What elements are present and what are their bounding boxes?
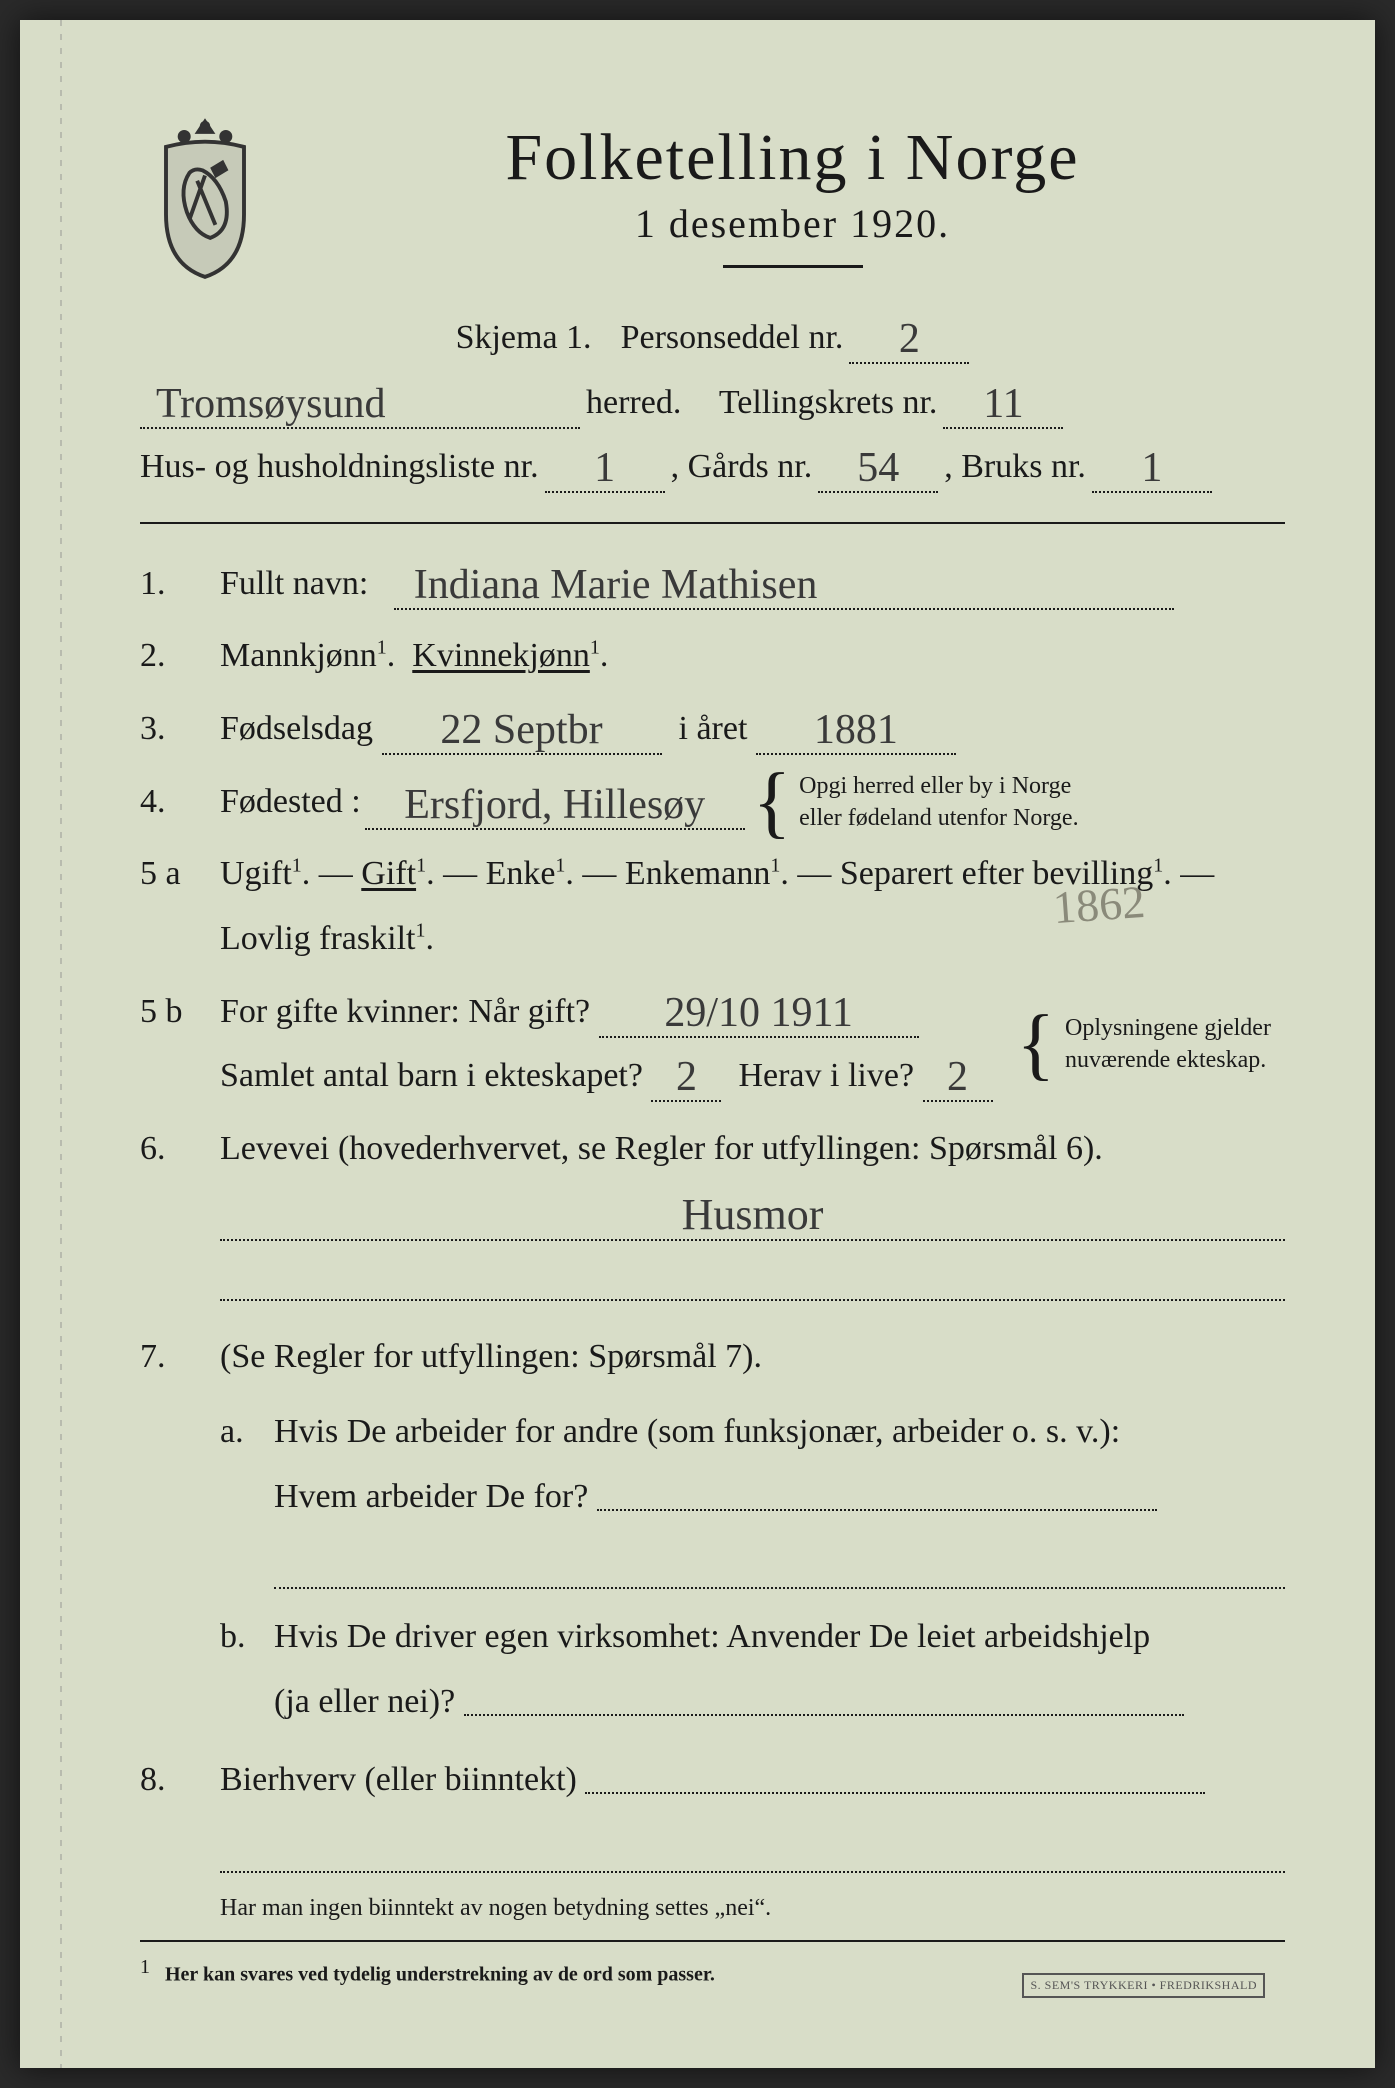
- brace-icon: {: [1017, 1012, 1055, 1076]
- herred-line: Tromsøysund herred. Tellingskrets nr. 11: [140, 371, 1285, 436]
- q6-value: Husmor: [220, 1191, 1285, 1241]
- coat-of-arms-icon: [140, 110, 270, 280]
- q7a-num: a.: [220, 1400, 256, 1595]
- q6-label: Levevei (hovederhvervet, se Regler for u…: [220, 1130, 1103, 1167]
- q4-label: Fødested :: [220, 770, 361, 835]
- q4-sidenote: Opgi herred eller by i Norge eller fødel…: [799, 770, 1119, 835]
- ids-line: Hus- og husholdningsliste nr. 1 , Gårds …: [140, 435, 1285, 500]
- q5a-option: Enke: [486, 855, 556, 892]
- q3-num: 3.: [140, 710, 200, 748]
- tellingskrets-label: Tellingskrets nr.: [719, 371, 938, 436]
- q6-row: 6. Levevei (hovederhvervet, se Regler fo…: [140, 1117, 1285, 1308]
- schema-line: Skjema 1. Personseddel nr. 2: [140, 306, 1285, 371]
- q1-num: 1.: [140, 565, 200, 603]
- q7b-text1: Hvis De driver egen virksomhet: Anvender…: [274, 1605, 1285, 1670]
- q7a-blank2: [274, 1539, 1285, 1589]
- footnote-rule: [140, 1940, 1285, 1942]
- q5b-sidenote: Oplysningene gjelder nuværende ekteskap.: [1065, 1012, 1285, 1077]
- hus-nr: 1: [545, 445, 665, 493]
- q3-label: Fødselsdag: [220, 710, 373, 747]
- q8-num: 8.: [140, 1761, 200, 1799]
- q5a-num: 5 a: [140, 855, 200, 893]
- bruks-label: , Bruks nr.: [944, 435, 1086, 500]
- q8-blank2: [220, 1823, 1285, 1873]
- q7b-text2: (ja eller nei)?: [274, 1683, 455, 1720]
- q5b-row: 5 b For gifte kvinner: Når gift? 29/10 1…: [140, 980, 1285, 1109]
- census-form-page: Folketelling i Norge 1 desember 1920. Sk…: [20, 20, 1375, 2068]
- gards-label: , Gårds nr.: [671, 435, 813, 500]
- personseddel-nr: 2: [849, 316, 969, 364]
- q1-value: Indiana Marie Mathisen: [394, 562, 1174, 610]
- q2-row: 2. Mannkjønn1. Kvinnekjønn1.: [140, 624, 1285, 689]
- q3-year: 1881: [756, 707, 956, 755]
- q7-intro: (Se Regler for utfyllingen: Spørsmål 7).: [220, 1325, 1285, 1390]
- q5a-option: Gift: [361, 855, 416, 892]
- q5b-label1: For gifte kvinner: Når gift?: [220, 993, 590, 1030]
- q7b-num: b.: [220, 1605, 256, 1734]
- skjema-label: Skjema 1.: [456, 306, 592, 371]
- q4-row: 4. Fødested : Ersfjord, Hillesøy { Opgi …: [140, 770, 1285, 835]
- q8-label: Bierhverv (eller biinntekt): [220, 1761, 577, 1798]
- q3-day: 22 Septbr: [382, 707, 662, 755]
- q8-row: 8. Bierhverv (eller biinntekt): [140, 1748, 1285, 1879]
- q2-female: Kvinnekjønn: [412, 637, 590, 674]
- q5b-num: 5 b: [140, 993, 200, 1031]
- q3-year-label: i året: [679, 710, 748, 747]
- q4-num: 4.: [140, 783, 200, 821]
- page-subtitle: 1 desember 1920.: [300, 200, 1285, 247]
- q7a-text1: Hvis De arbeider for andre (som funksjon…: [274, 1400, 1285, 1465]
- q7a-text2: Hvem arbeider De for?: [274, 1478, 588, 1515]
- q7a-blank: [597, 1509, 1157, 1511]
- q3-row: 3. Fødselsdag 22 Septbr i året 1881: [140, 697, 1285, 762]
- personseddel-label: Personseddel nr.: [621, 306, 844, 371]
- herred-label: herred.: [586, 371, 681, 436]
- q5a-row: 5 a Ugift1. — Gift1. — Enke1. — Enkemann…: [140, 842, 1285, 971]
- q5a-option: Enkemann: [625, 855, 770, 892]
- hus-label: Hus- og husholdningsliste nr.: [140, 435, 539, 500]
- faint-annotation: 1862: [1051, 875, 1146, 934]
- q7-num: 7.: [140, 1338, 200, 1376]
- q1-row: 1. Fullt navn: Indiana Marie Mathisen: [140, 552, 1285, 617]
- q6-num: 6.: [140, 1130, 200, 1168]
- q5b-label2: Samlet antal barn i ekteskapet?: [220, 1057, 643, 1094]
- tellingskrets-nr: 11: [943, 381, 1063, 429]
- herred-value: Tromsøysund: [140, 381, 580, 429]
- separator-rule: [140, 522, 1285, 524]
- header: Folketelling i Norge 1 desember 1920.: [140, 90, 1285, 296]
- q5b-val1: 29/10 1911: [599, 990, 919, 1038]
- q5b-val2b: 2: [923, 1054, 993, 1102]
- q8-blank: [585, 1792, 1205, 1794]
- q7b-blank: [464, 1714, 1184, 1716]
- title-rule: [723, 265, 863, 268]
- q2-num: 2.: [140, 637, 200, 675]
- q1-label: Fullt navn:: [220, 565, 368, 602]
- printer-stamp: S. SEM'S TRYKKERI • FREDRIKSHALD: [1022, 1973, 1265, 1998]
- bruks-nr: 1: [1092, 445, 1212, 493]
- q5b-label2b: Herav i live?: [738, 1057, 914, 1094]
- q4-value: Ersfjord, Hillesøy: [365, 782, 745, 830]
- q5a-option: Lovlig fraskilt: [220, 920, 415, 957]
- brace-icon: {: [753, 770, 791, 834]
- q2-male: Mannkjønn: [220, 637, 377, 674]
- q7-row: 7. (Se Regler for utfyllingen: Spørsmål …: [140, 1325, 1285, 1734]
- footnote-1: Har man ingen biinntekt av nogen betydni…: [220, 1895, 1285, 1922]
- title-block: Folketelling i Norge 1 desember 1920.: [300, 90, 1285, 296]
- page-title: Folketelling i Norge: [300, 120, 1285, 196]
- q5b-val2: 2: [651, 1054, 721, 1102]
- q5a-option: Ugift: [220, 855, 292, 892]
- q6-blank2: [220, 1251, 1285, 1301]
- gards-nr: 54: [818, 445, 938, 493]
